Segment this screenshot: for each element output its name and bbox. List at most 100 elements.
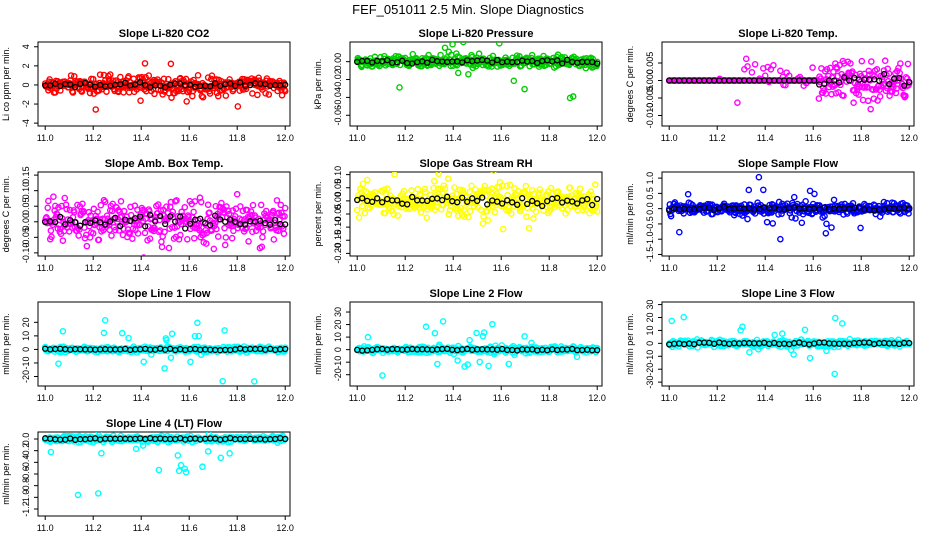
x-tick-label: 11.6 <box>181 393 198 403</box>
black-point <box>821 80 828 87</box>
x-tick-label: 11.0 <box>349 393 366 403</box>
black-point <box>836 79 843 86</box>
colored-point <box>573 353 581 361</box>
x-tick-label: 12.0 <box>588 263 606 273</box>
black-point <box>172 218 179 225</box>
colored-point <box>744 63 751 70</box>
black-point <box>242 221 249 228</box>
colored-point <box>454 212 462 220</box>
colored-point <box>496 42 503 47</box>
black-point <box>107 218 114 225</box>
colored-point <box>108 232 115 239</box>
black-point <box>459 59 466 66</box>
x-tick-label: 12.0 <box>588 393 606 403</box>
colored-point <box>815 95 823 102</box>
colored-point <box>62 201 70 209</box>
y-tick-label: -0.05 <box>21 227 31 248</box>
colored-point <box>730 202 737 209</box>
colored-point <box>823 66 831 73</box>
black-point <box>232 82 239 90</box>
colored-point <box>361 209 369 217</box>
colored-point <box>371 189 379 196</box>
black-point <box>207 221 214 229</box>
panel-10: Slope Line 4 (LT) Flow ml/min per min. -1.… <box>1 418 294 533</box>
panel-7: Slope Line 1 Flow ml/min per min. -20-10 0 1… <box>1 288 294 403</box>
black-point <box>237 79 244 86</box>
x-tick-label: 11.8 <box>541 263 558 273</box>
black-point <box>77 222 84 229</box>
y-axis-label: ml/min per min. <box>313 313 323 375</box>
colored-point <box>429 198 437 206</box>
black-point <box>72 219 79 226</box>
colored-point <box>195 222 202 230</box>
black-point <box>142 223 149 230</box>
colored-point <box>52 202 59 210</box>
colored-point <box>593 208 601 215</box>
plot-frame <box>37 41 291 127</box>
y-tick-label: -0.005 <box>645 85 655 111</box>
colored-point <box>364 176 371 184</box>
colored-point <box>476 358 484 366</box>
colored-point <box>158 243 166 251</box>
colored-point <box>137 97 144 105</box>
colored-point <box>453 50 460 57</box>
y-tick-label: 0.10 <box>333 166 343 184</box>
colored-point <box>234 103 242 110</box>
colored-point <box>134 230 142 237</box>
colored-point <box>465 213 472 221</box>
colored-point <box>151 224 158 232</box>
x-tick-label: 12.0 <box>588 133 606 143</box>
colored-point <box>566 94 574 102</box>
black-point <box>424 197 431 205</box>
colored-point <box>484 217 492 224</box>
black-point <box>469 195 476 202</box>
black-point <box>721 203 728 211</box>
black-point <box>574 200 581 207</box>
colored-point <box>281 87 289 95</box>
colored-point <box>278 91 286 99</box>
black-point <box>212 80 219 87</box>
colored-point <box>897 60 904 67</box>
y-tick-label: -0.5 <box>645 216 655 232</box>
colored-point <box>244 206 251 214</box>
colored-point <box>490 172 497 174</box>
colored-point <box>97 201 105 209</box>
colored-point <box>161 365 168 372</box>
colored-point <box>485 63 492 70</box>
x-tick-label: 12.0 <box>900 393 918 403</box>
y-tick-label: 10 <box>21 331 31 341</box>
y-tick-label: -0.20 <box>333 243 343 264</box>
colored-point <box>213 225 220 233</box>
colored-point <box>154 201 162 208</box>
y-tick-label: -10 <box>21 356 31 369</box>
colored-point <box>535 189 543 197</box>
black-point <box>539 202 546 210</box>
colored-point <box>249 201 257 209</box>
colored-point <box>479 332 487 340</box>
colored-point <box>801 326 809 334</box>
colored-point <box>547 184 555 192</box>
colored-point <box>221 224 228 232</box>
black-point <box>157 212 164 220</box>
colored-point <box>141 229 149 237</box>
colored-point <box>225 207 232 215</box>
colored-point <box>98 449 105 457</box>
black-point <box>272 216 279 224</box>
colored-point <box>89 230 97 237</box>
black-point <box>282 435 289 443</box>
black-point <box>122 79 129 87</box>
panel-title: Slope Amb. Box Temp. <box>105 158 224 170</box>
x-tick-label: 11.2 <box>85 523 102 533</box>
colored-point <box>506 181 514 189</box>
colored-point <box>247 208 255 215</box>
colored-point <box>95 236 103 244</box>
panel-title: Slope Line 3 Flow <box>742 288 835 300</box>
black-point <box>384 56 391 64</box>
colored-point <box>96 71 104 78</box>
x-tick-label: 11.0 <box>349 133 366 143</box>
y-tick-label: -0.010 <box>645 103 655 129</box>
black-point <box>519 195 526 202</box>
x-tick-label: 11.4 <box>757 393 774 403</box>
